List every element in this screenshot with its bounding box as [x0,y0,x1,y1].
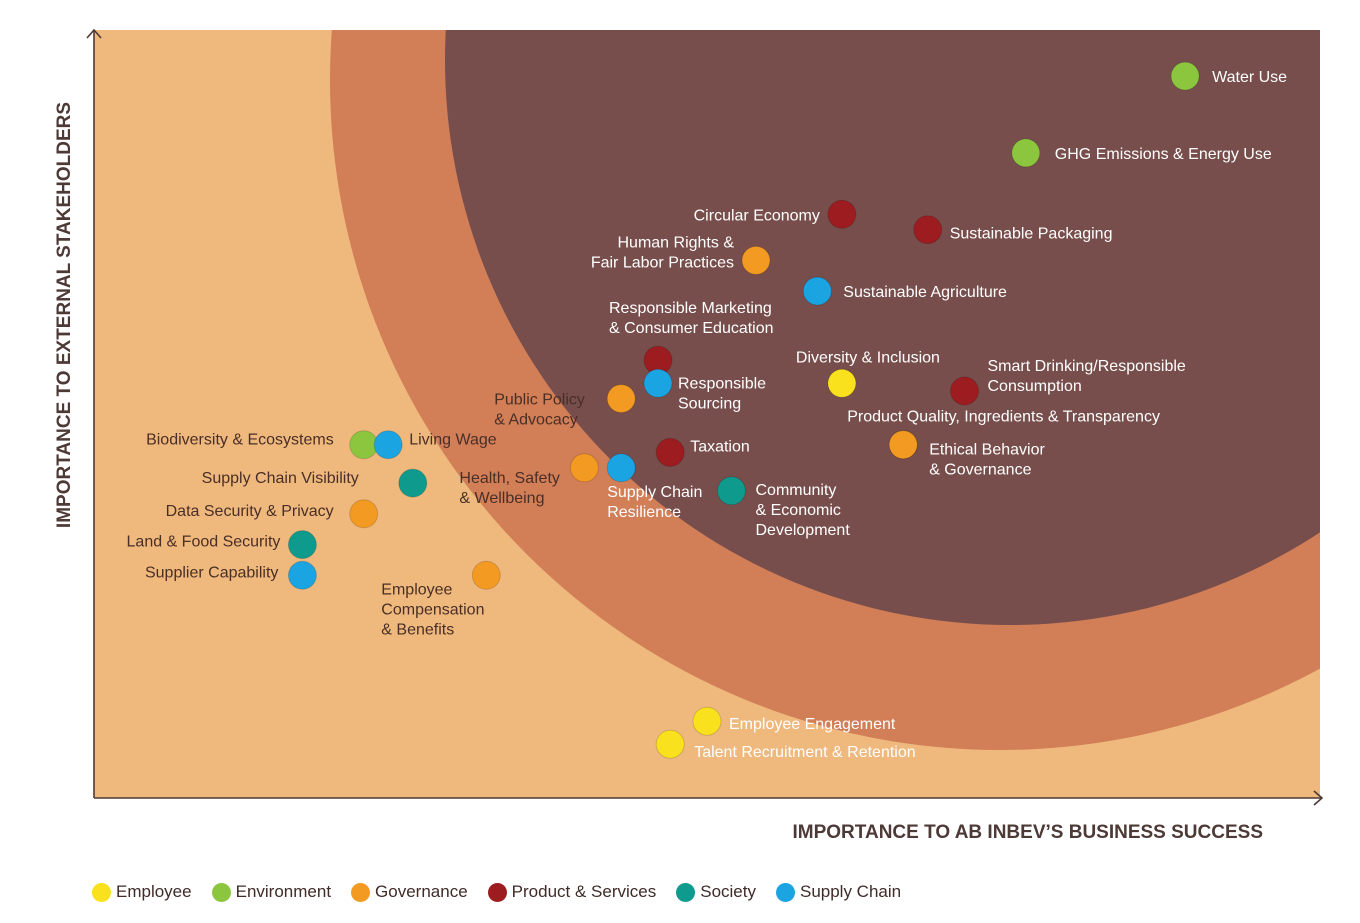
data-point-governance [888,430,918,460]
data-point-society [398,468,428,498]
data-point-product [655,437,685,467]
data-point-society [287,530,317,560]
data-label: Employee Engagement [729,716,896,733]
y-axis-arrow [86,28,102,39]
legend-item-employee: Employee [92,882,192,902]
legend-item-product: Product & Services [487,882,657,902]
zone-high [445,30,1320,625]
data-point-governance [569,453,599,483]
materiality-chart: IMPORTANCE TO AB INBEV’S BUSINESS SUCCES… [54,28,1324,843]
x-axis-title: IMPORTANCE TO AB INBEV’S BUSINESS SUCCES… [793,822,1264,843]
legend-item-governance: Governance [351,882,468,902]
legend-label: Governance [375,882,468,901]
legend-label: Supply Chain [799,882,902,901]
data-point-supply [373,430,403,460]
data-points [287,61,1200,759]
data-label: Supplier Capability [145,564,278,581]
legend-dot [92,882,111,902]
data-point-supply [287,560,317,590]
data-label: Biodiversity & Ecosystems [146,432,334,449]
data-label: Land & Food Security [127,534,281,551]
data-label: Smart Drinking/Responsible Consumption [988,358,1186,395]
data-point-society [717,476,746,506]
legend-label: Society [700,882,756,901]
data-label: Human Rights & Fair Labor Practices [591,234,734,271]
data-labels: Water Use GHG Emissions & Energy Use Circu… [127,69,1288,761]
legend-dot [351,882,371,902]
data-label: Living Wage [409,432,497,449]
legend-item-society: Society [676,882,756,902]
axes [86,28,1324,806]
data-label: GHG Emissions & Energy Use [1055,146,1272,163]
data-label: Supply Chain Visibility [202,470,359,487]
data-point-supply [802,276,832,306]
data-label: Water Use [1212,69,1287,86]
data-label: Responsible Marketing & Consumer Educatio… [609,300,774,337]
data-label: Talent Recruitment & Retention [694,744,915,761]
data-point-product [827,199,857,229]
legend-dot [487,882,507,902]
data-point-environment [1011,138,1041,168]
legend-dot [211,882,231,902]
data-label: Community & Economic Development [756,482,851,539]
data-point-governance [741,245,771,275]
legend: Employee Environment Governance Product & S… [92,882,901,902]
data-point-environment [349,430,379,460]
y-axis-title: IMPORTANCE TO EXTERNAL STAKEHOLDERS [54,102,75,528]
legend-dot [676,882,696,902]
data-label: Ethical Behavior & Governance [929,442,1045,479]
data-point-employee [692,706,722,736]
data-label: Data Security & Privacy [166,503,334,520]
data-label: Sustainable Packaging [950,226,1113,243]
legend-dot [775,882,795,902]
data-label: Taxation [690,438,750,455]
data-point-supply [643,368,673,398]
legend-label: Product & Services [511,882,657,901]
data-point-supply [606,453,636,483]
data-point-employee [827,368,857,398]
data-label: Sustainable Agriculture [843,284,1007,301]
data-point-employee [655,729,685,759]
data-label: Employee Compensation & Benefits [381,581,484,638]
data-point-governance [606,384,636,414]
legend-item-supply: Supply Chain [775,882,902,902]
x-axis-arrow [1313,790,1324,806]
data-point-product [913,215,943,245]
data-label: Diversity & Inclusion [796,349,940,366]
data-label: Public Policy & Advocacy [494,392,585,429]
data-label: Health, Safety & Wellbeing [459,470,560,507]
data-point-governance [349,499,379,529]
legend-item-environment: Environment [211,882,332,902]
data-point-governance [471,560,501,590]
data-label: Supply Chain Resilience [607,484,702,521]
data-label: Responsible Sourcing [678,375,766,412]
data-label: Circular Economy [694,207,820,224]
data-point-product [950,376,979,406]
legend-label: Environment [235,882,332,901]
data-label: Product Quality, Ingredients & Transpare… [847,409,1160,426]
legend-label: Employee [116,882,192,901]
data-point-environment [1170,61,1200,91]
plot-area [94,30,1320,798]
